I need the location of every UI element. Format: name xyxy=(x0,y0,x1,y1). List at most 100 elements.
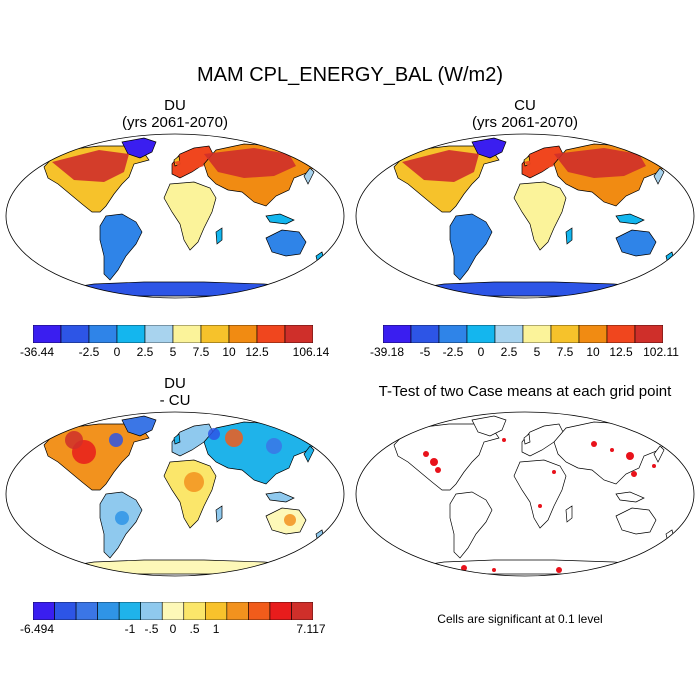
colorbar-label: 2.5 xyxy=(500,345,518,359)
colorbar-label: 5 xyxy=(169,345,177,359)
colorbar-swatches xyxy=(32,601,314,621)
colorbar-swatch xyxy=(144,324,174,344)
anomaly-region xyxy=(204,148,296,178)
colorbar-label: 0 xyxy=(113,345,121,359)
land-greenland xyxy=(121,415,157,437)
colorbar-label: 7.5 xyxy=(192,345,210,359)
colorbar-swatch xyxy=(200,324,230,344)
colorbar-swatch xyxy=(116,324,146,344)
colorbar-label: 7.5 xyxy=(556,345,574,359)
land-madagascar xyxy=(215,227,223,245)
colorbar-label: 1 xyxy=(212,622,220,636)
panel-cu-title-text: CU xyxy=(514,97,536,114)
land-australia xyxy=(615,507,657,535)
colorbar-label: 0 xyxy=(477,345,485,359)
land-south-america xyxy=(99,491,143,559)
significant-cell xyxy=(492,568,496,572)
colorbar-swatch xyxy=(88,324,118,344)
difference-cell xyxy=(115,511,129,525)
colorbar-swatch xyxy=(522,324,552,344)
significant-cell xyxy=(610,448,614,452)
colorbar-label: .5 xyxy=(189,622,200,636)
colorbar-swatch xyxy=(172,324,202,344)
map-ttest xyxy=(354,410,696,583)
land-madagascar xyxy=(215,505,223,523)
colorbar-swatch xyxy=(438,324,468,344)
significant-cell xyxy=(430,458,438,466)
colorbar-swatch xyxy=(161,601,185,621)
colorbar-swatches xyxy=(382,324,664,344)
colorbar-label: -2.5 xyxy=(442,345,464,359)
significant-cell xyxy=(435,467,441,473)
land-madagascar xyxy=(565,505,573,523)
colorbar-swatches xyxy=(32,324,314,344)
colorbar-swatch xyxy=(284,324,314,344)
panel-diff-subtitle: - CU xyxy=(159,392,191,409)
colorbar-label: 5 xyxy=(533,345,541,359)
significant-cell xyxy=(626,452,634,460)
colorbar-label: 7.117 xyxy=(296,622,326,636)
significant-cell xyxy=(423,451,429,457)
colorbar-diff: -6.494 -1 -.5 0 .5 1 7.117 xyxy=(20,601,326,638)
colorbar-swatch xyxy=(228,324,258,344)
colorbar-swatch xyxy=(32,324,62,344)
land-south-america xyxy=(99,213,143,281)
land-madagascar xyxy=(565,227,573,245)
panel-cu-subtitle: (yrs 2061-2070) xyxy=(472,114,578,131)
colorbar-du: -36.44 -2.5 0 2.5 5 7.5 10 12.5 106.14 xyxy=(20,324,329,361)
colorbar-swatch xyxy=(634,324,664,344)
land-antarctica xyxy=(55,281,305,297)
colorbar-swatch xyxy=(382,324,412,344)
colorbar-swatch xyxy=(494,324,524,344)
land-africa xyxy=(163,181,217,251)
land-japan xyxy=(653,167,665,185)
land-japan xyxy=(303,445,315,463)
map-svg xyxy=(355,133,695,299)
colorbar-label: -5 xyxy=(419,345,431,359)
colorbar-label: 102.11 xyxy=(643,345,679,359)
significant-cell xyxy=(538,504,542,508)
land-australia xyxy=(265,229,307,257)
colorbar-label: -1 xyxy=(124,622,136,636)
colorbar-swatch xyxy=(140,601,163,621)
land-south-america xyxy=(449,491,493,559)
figure-title: MAM CPL_ENERGY_BAL (W/m2) xyxy=(197,64,503,86)
colorbar-label: 0 xyxy=(169,622,177,636)
map-border xyxy=(355,411,695,577)
difference-cell xyxy=(109,433,123,447)
colorbar-swatch xyxy=(32,601,55,621)
land-japan xyxy=(653,445,665,463)
colorbar-swatch xyxy=(97,601,120,621)
anomaly-region xyxy=(174,156,204,172)
panel-cu-title: CU (yrs 2061-2070) xyxy=(425,97,625,131)
land-indonesia xyxy=(615,491,645,503)
land-africa xyxy=(513,459,567,529)
colorbar-swatch xyxy=(256,324,286,344)
panel-du-title: DU (yrs 2061-2070) xyxy=(75,97,275,131)
anomaly-region xyxy=(402,150,479,182)
map-diff xyxy=(4,410,346,583)
significant-cell xyxy=(502,438,506,442)
significant-cell xyxy=(652,464,656,468)
colorbar-swatch xyxy=(606,324,636,344)
land-greenland xyxy=(471,415,507,437)
anomaly-region xyxy=(524,156,554,172)
colorbar-swatch xyxy=(466,324,496,344)
land-antarctica xyxy=(405,281,655,297)
map-cu xyxy=(354,132,696,305)
colorbar-label: 10 xyxy=(222,345,236,359)
panel-du-title-text: DU xyxy=(164,97,186,114)
map-du xyxy=(4,132,346,305)
panel-ttest-title: T-Test of two Case means at each grid po… xyxy=(378,383,672,400)
colorbar-swatch xyxy=(248,601,271,621)
colorbar-swatch xyxy=(291,601,314,621)
map-border xyxy=(5,411,345,577)
panel-du-subtitle: (yrs 2061-2070) xyxy=(122,114,228,131)
difference-cell xyxy=(284,514,296,526)
colorbar-swatch xyxy=(578,324,608,344)
land-indonesia xyxy=(265,491,295,503)
significant-cell xyxy=(556,567,562,573)
land-south-america xyxy=(449,213,493,281)
colorbar-swatch xyxy=(54,601,77,621)
land-north-america xyxy=(393,423,500,491)
